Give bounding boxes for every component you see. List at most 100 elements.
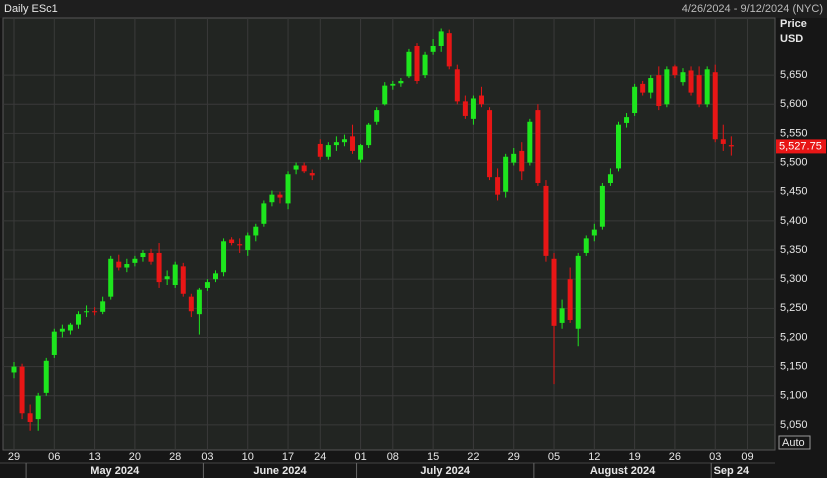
candle-body: [188, 296, 194, 312]
candle-body: [27, 413, 33, 423]
candle-body: [358, 145, 364, 160]
x-tick-label: 10: [242, 451, 254, 463]
candle-body: [728, 145, 734, 147]
candle-body: [640, 83, 646, 93]
candle-body: [390, 83, 396, 86]
y-tick-label: 5,600: [780, 98, 808, 110]
chart-title: Daily ESc1: [4, 3, 58, 15]
x-tick-label: 03: [709, 451, 721, 463]
scale-mode[interactable]: Auto: [782, 437, 805, 449]
candle-body: [519, 150, 525, 172]
candle-body: [462, 101, 468, 116]
last-price-label: 5,527.75: [779, 140, 822, 152]
candle-body: [422, 54, 428, 76]
candle-body: [59, 328, 65, 332]
x-tick-label: 19: [628, 451, 640, 463]
candle-body: [535, 110, 541, 183]
candle-body: [325, 145, 331, 157]
candle-body: [583, 238, 589, 253]
y-axis-unit: USD: [780, 33, 803, 45]
x-tick-label: 15: [427, 451, 439, 463]
month-label: July 2024: [420, 465, 470, 477]
x-tick-label: 09: [741, 451, 753, 463]
candle-body: [599, 185, 605, 227]
auto-button[interactable]: [778, 435, 811, 450]
candle-body: [543, 185, 549, 256]
candle-body: [632, 86, 638, 114]
y-tick-label: 5,500: [780, 156, 808, 168]
x-tick-label: 01: [354, 451, 366, 463]
candle-body: [293, 165, 299, 170]
y-tick-label: 5,400: [780, 215, 808, 227]
candle-body: [116, 261, 122, 268]
candle-body: [11, 366, 17, 373]
candle-body: [108, 258, 114, 297]
candle-body: [607, 174, 613, 183]
candle-body: [229, 239, 235, 244]
candle-body: [664, 69, 670, 105]
candle-body: [333, 142, 339, 146]
candle-body: [672, 66, 678, 76]
candle-body: [559, 308, 565, 323]
candle-body: [269, 194, 275, 203]
month-label: June 2024: [253, 465, 307, 477]
date-range: 4/26/2024 - 9/12/2024 (NYC): [682, 3, 823, 15]
x-tick-label: 05: [548, 451, 560, 463]
y-tick-label: 5,550: [780, 127, 808, 139]
candle-body: [261, 203, 267, 224]
candle-body: [164, 276, 170, 280]
x-tick-label: 26: [669, 451, 681, 463]
candle-body: [430, 45, 436, 52]
candle-body: [495, 177, 501, 195]
candle-body: [374, 110, 380, 122]
candle-body: [213, 273, 218, 280]
candle-body: [438, 31, 444, 46]
candle-body: [414, 45, 420, 81]
candle-body: [84, 311, 90, 313]
y-tick-label: 5,250: [780, 302, 808, 314]
candle-body: [43, 360, 49, 393]
candle-body: [503, 156, 509, 192]
candle-body: [712, 72, 718, 140]
candle-body: [317, 143, 323, 157]
candle-body: [382, 85, 388, 105]
candle-body: [454, 69, 460, 102]
candle-body: [696, 75, 702, 105]
candle-body: [398, 80, 404, 84]
candle-body: [446, 33, 452, 67]
y-tick-label: 5,050: [780, 419, 808, 431]
candle-body: [680, 72, 686, 83]
month-label: Sep 24: [714, 465, 750, 477]
candle-body: [648, 78, 654, 93]
month-label: August 2024: [590, 465, 656, 477]
candle-body: [616, 124, 621, 169]
candle-body: [19, 366, 25, 414]
candle-body: [221, 241, 227, 273]
y-tick-label: 5,650: [780, 69, 808, 81]
candle-body: [140, 252, 146, 258]
x-tick-label: 29: [8, 451, 20, 463]
candle-body: [366, 124, 372, 146]
x-tick-label: 03: [201, 451, 213, 463]
candle-body: [406, 51, 412, 77]
x-tick-label: 06: [48, 451, 60, 463]
y-tick-label: 5,450: [780, 186, 808, 198]
y-tick-label: 5,350: [780, 244, 808, 256]
candle-body: [172, 264, 178, 286]
y-tick-label: 5,100: [780, 390, 808, 402]
candle-body: [180, 266, 186, 294]
candle-body: [704, 69, 710, 105]
candle-body: [285, 174, 291, 204]
candle-body: [350, 136, 356, 151]
month-label: May 2024: [90, 465, 140, 477]
candle-body: [253, 226, 259, 236]
candle-body: [132, 258, 138, 263]
x-tick-label: 17: [282, 451, 294, 463]
y-axis-title: Price: [780, 18, 807, 30]
y-tick-label: 5,300: [780, 273, 808, 285]
candle-body: [575, 255, 581, 329]
x-tick-label: 13: [88, 451, 100, 463]
x-tick-label: 24: [314, 451, 326, 463]
last-price-tag: [776, 139, 826, 154]
